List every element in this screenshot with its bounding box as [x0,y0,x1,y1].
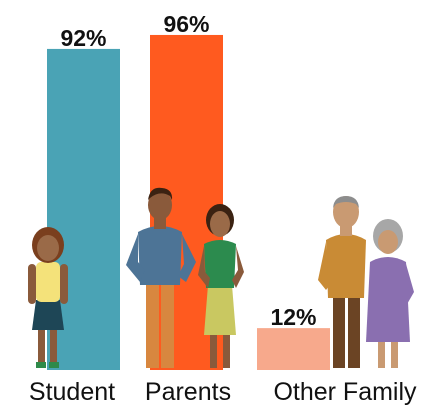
arm [126,234,145,282]
leg [38,325,45,365]
shirt [204,240,236,288]
leg [161,278,174,368]
category-label: Parents [145,378,231,406]
value-label: 96% [163,11,209,37]
skirt [32,300,64,330]
arm [402,264,414,306]
leg [223,325,230,368]
face [37,235,59,261]
father-figure [126,187,196,368]
arm [318,242,332,290]
category-label: Other Family [273,378,417,406]
people [28,187,414,368]
leg [333,292,345,368]
value-label: 92% [60,25,106,51]
value-label: 12% [270,304,316,330]
grandmother-figure [366,219,414,368]
face [333,196,359,228]
leg [378,335,385,368]
face [210,211,230,237]
category-label: Student [29,378,115,406]
face [378,230,398,254]
leg [391,335,398,368]
arm [28,264,36,304]
shirt [138,226,182,285]
grandfather-figure [318,196,366,368]
student-figure [28,227,68,368]
bar [257,328,330,370]
leg [50,325,57,365]
arm [198,246,210,288]
hair [148,187,173,200]
labels: 92% Student 96% Parents 12% Other Family [29,11,417,406]
shirt [36,262,60,302]
hair [333,196,359,208]
arm [60,264,68,304]
shoe [49,362,59,368]
shoe [36,362,46,368]
leg [210,325,217,368]
leg [348,292,360,368]
dress [366,257,410,342]
mother-figure [198,204,244,368]
arm [178,234,196,282]
sweater [326,234,366,298]
face [148,190,172,220]
skirt [204,285,236,335]
arm [232,246,244,288]
leg [146,278,159,368]
